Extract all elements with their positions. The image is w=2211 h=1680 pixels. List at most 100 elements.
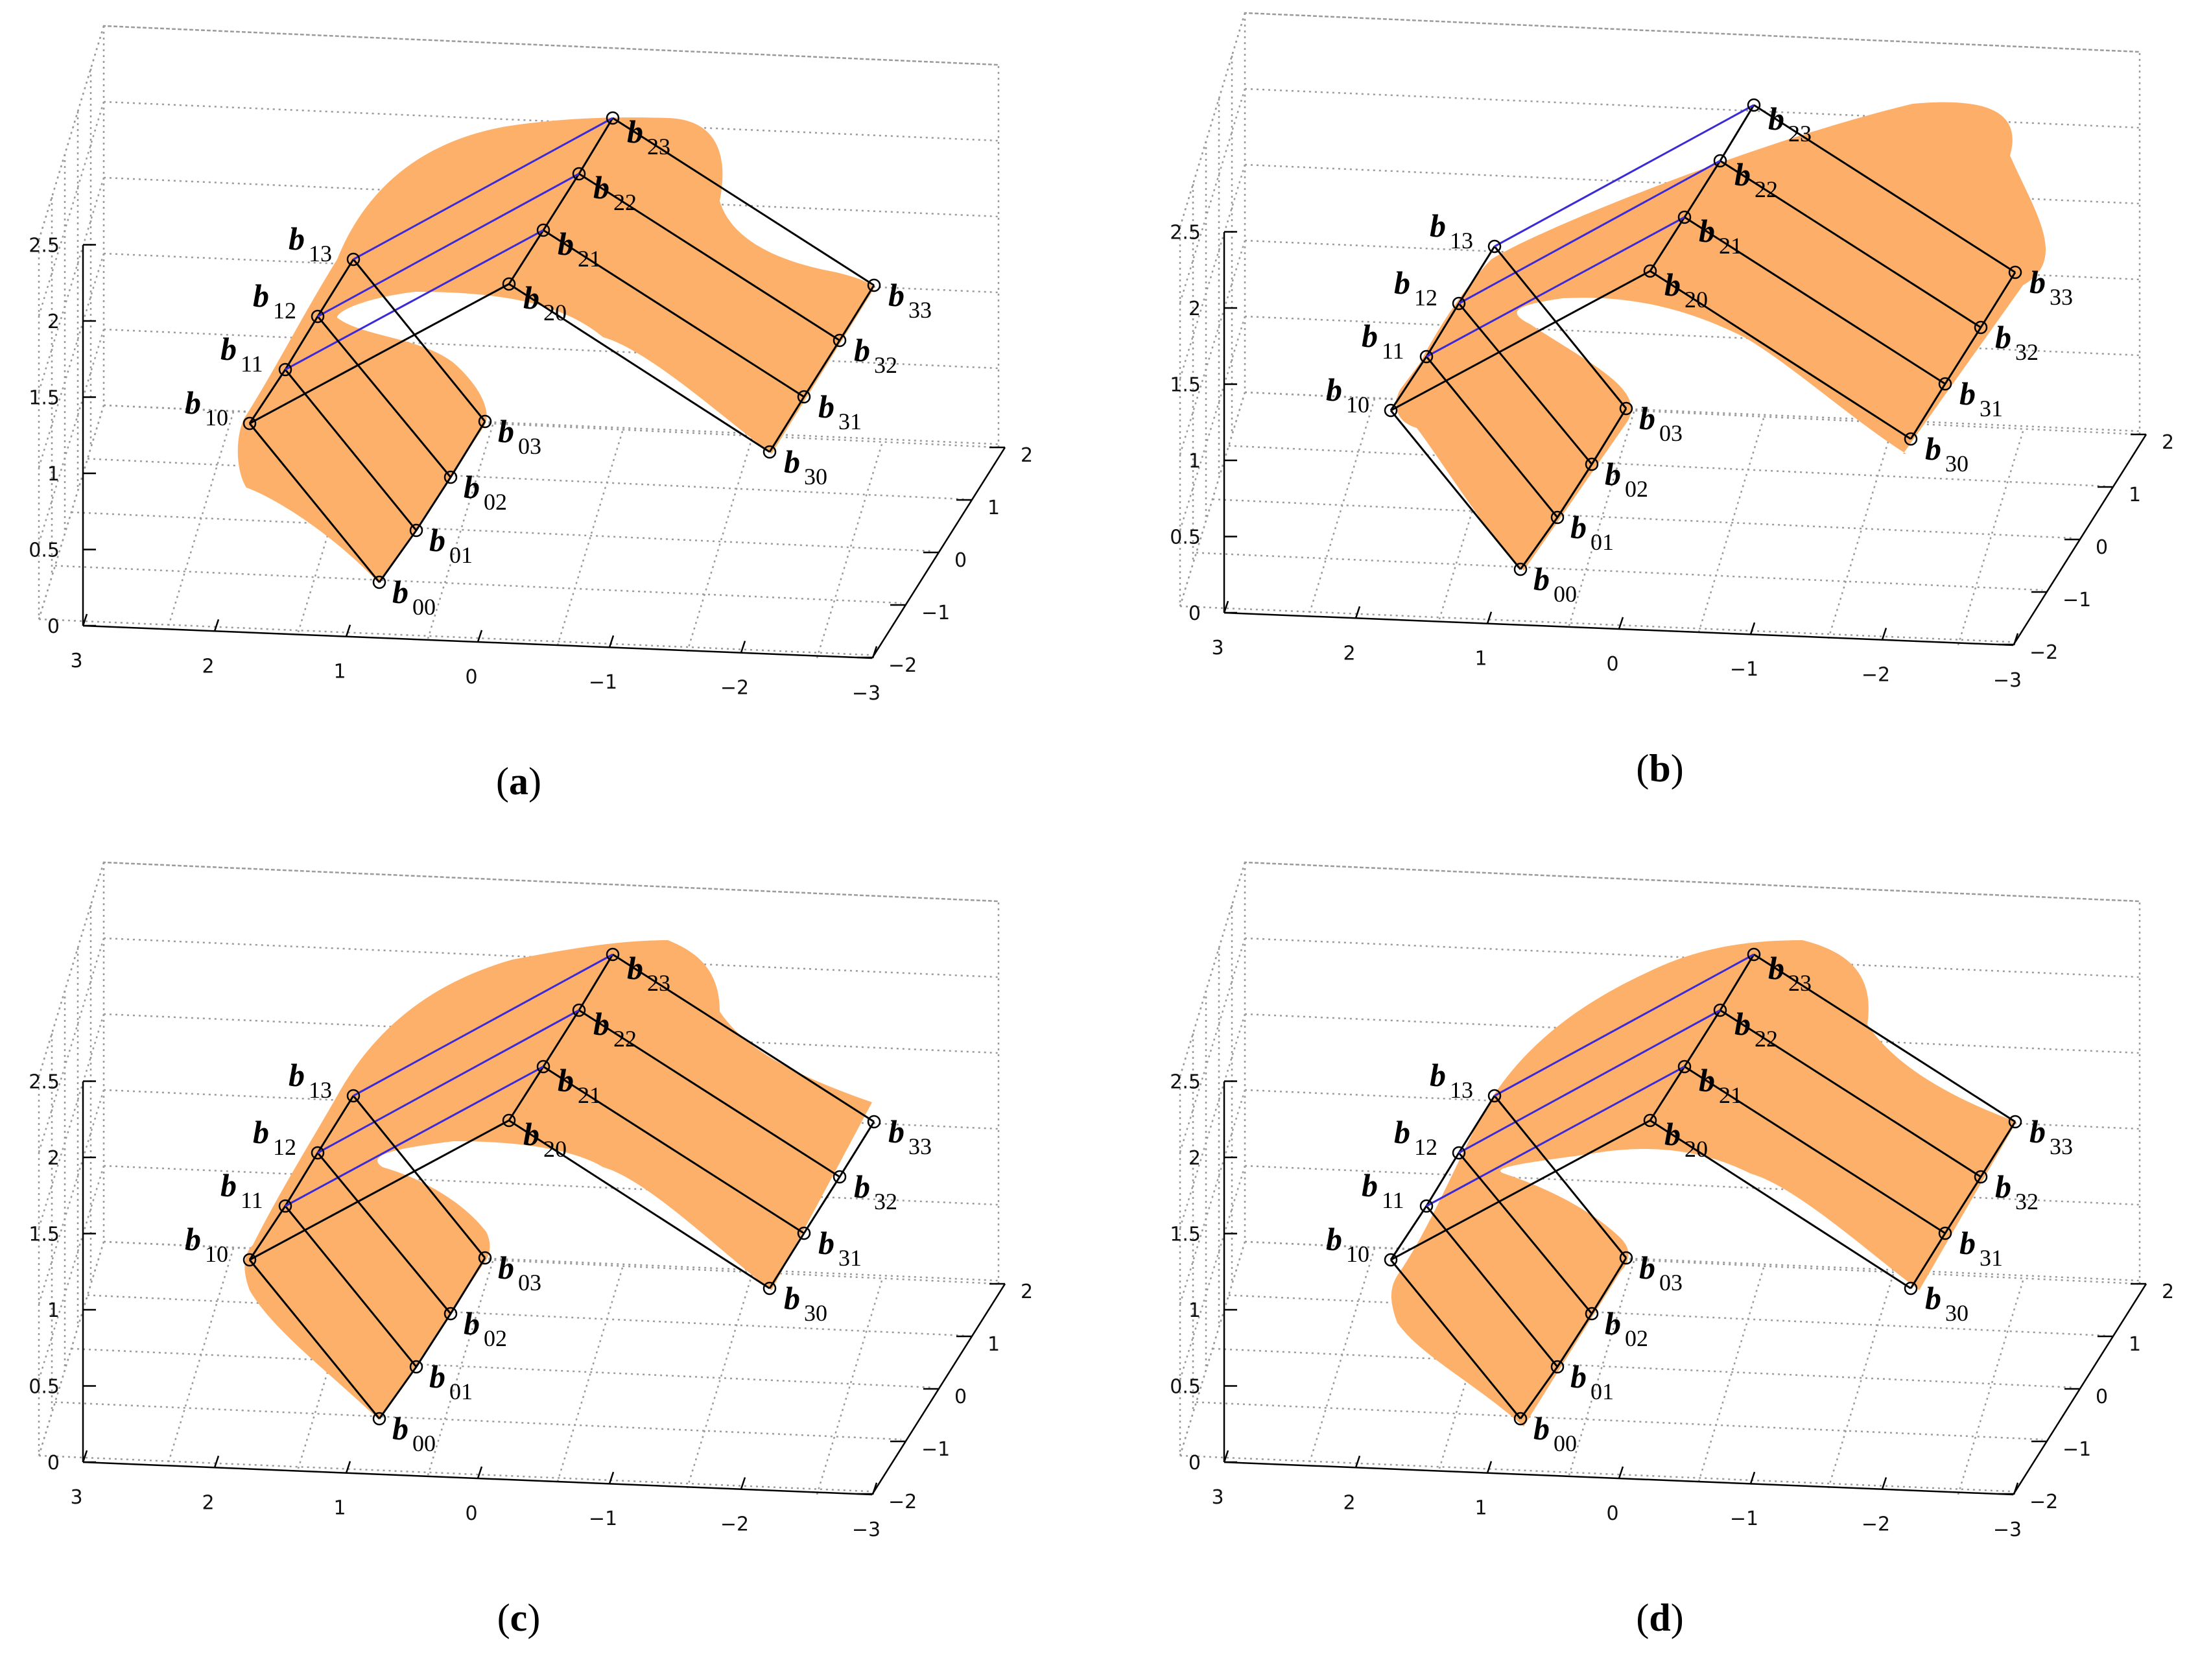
control-net-row-3 — [768, 1121, 875, 1289]
grid-line — [38, 938, 105, 1153]
grid-line — [38, 177, 105, 392]
control-net-row-2 — [1649, 954, 1755, 1121]
control-point-index: 20 — [543, 1136, 567, 1162]
control-point-index: 22 — [1755, 176, 1778, 202]
x-tick-label: −2 — [1862, 1513, 1890, 1536]
control-net-row-1 — [1389, 1095, 1496, 1260]
control-point-label: b 23 — [1768, 950, 1812, 996]
grid-line — [1228, 445, 2108, 488]
control-net-row-3 — [768, 285, 875, 453]
control-point-index: 21 — [1719, 1082, 1742, 1108]
control-point-marker — [1747, 98, 1761, 112]
control-point-index: 23 — [647, 134, 670, 160]
control-point-label: b 03 — [498, 1249, 541, 1295]
control-point-label: b 01 — [429, 522, 473, 568]
control-point-letter: b — [1959, 375, 1976, 412]
control-point-marker — [1513, 1412, 1528, 1426]
x-tick-mark — [477, 630, 483, 643]
control-net-col-1-seg2 — [1426, 216, 1685, 358]
control-point-label: b 23 — [1768, 101, 1812, 147]
control-point-marker — [1643, 1113, 1657, 1128]
x-tick-mark — [1486, 611, 1493, 624]
z-tick-label: 1 — [1188, 450, 1201, 473]
control-point-label: b 00 — [392, 574, 436, 620]
grid-lines — [1179, 861, 2141, 1495]
grid-line — [38, 1165, 105, 1380]
grid-line — [686, 1273, 753, 1489]
grid-line — [38, 101, 105, 316]
control-point-label: b 20 — [523, 1116, 567, 1162]
control-point-letter: b — [593, 1006, 609, 1042]
control-point-index: 23 — [1788, 121, 1812, 147]
x-tick-label: 2 — [202, 1491, 214, 1514]
grid-line — [87, 458, 967, 501]
control-point-marker — [1419, 349, 1434, 364]
control-point-letter: b — [627, 113, 643, 150]
grid-line — [38, 25, 105, 241]
z-tick-label: 0 — [1188, 1452, 1201, 1474]
control-point-marker — [763, 1281, 777, 1295]
caption-paren-open: ( — [1636, 1596, 1649, 1639]
control-point-letter: b — [498, 413, 514, 449]
control-net-col-0-seg1 — [248, 1259, 381, 1419]
caption-paren-close: ) — [528, 760, 541, 803]
control-net-col-2-seg2 — [317, 1009, 580, 1154]
control-point-letter: b — [2029, 264, 2046, 300]
z-tick-label: 1.5 — [1170, 374, 1201, 397]
control-point-index: 02 — [1625, 476, 1648, 502]
control-point-index: 03 — [518, 1270, 541, 1295]
control-point-letter: b — [818, 1225, 834, 1261]
control-net-row-1 — [248, 259, 355, 424]
x-tick-label: 3 — [70, 650, 82, 672]
x-tick-mark — [608, 1471, 615, 1484]
control-point-marker — [478, 1251, 492, 1265]
control-point-index: 23 — [647, 970, 670, 996]
x-tick-mark — [345, 1461, 351, 1473]
control-point-index: 02 — [1625, 1325, 1648, 1351]
grid-line — [1179, 12, 1246, 228]
x-tick-label: −3 — [852, 682, 881, 705]
grid-line — [71, 511, 934, 552]
x-tick-label: 2 — [1343, 642, 1355, 665]
control-net-col-1-seg1 — [284, 1205, 418, 1367]
x-tick-label: −1 — [1730, 1508, 1758, 1530]
control-net-row-0 — [378, 1257, 486, 1419]
control-point-marker — [606, 947, 620, 962]
control-net-col-0-seg3 — [1649, 1119, 1911, 1290]
control-point-letter: b — [1362, 318, 1378, 354]
x-tick-mark — [1618, 1466, 1624, 1479]
grid-line — [103, 1240, 999, 1285]
control-point-label: b 12 — [253, 1114, 296, 1160]
x-tick-mark — [1223, 1450, 1229, 1463]
caption-paren-close: ) — [1671, 1596, 1684, 1639]
control-point-marker — [1585, 457, 1599, 471]
x-axis-line — [82, 1461, 873, 1496]
control-point-label: b 31 — [1959, 1225, 2003, 1271]
control-net-col-1-seg1 — [1425, 356, 1559, 518]
control-point-index: 20 — [1685, 287, 1708, 313]
z-tick-label: 0.5 — [29, 1376, 60, 1399]
control-point-letter: b — [1699, 1062, 1715, 1098]
y-tick-label: 1 — [2129, 1333, 2141, 1356]
x-axis-line — [82, 624, 873, 659]
control-point-marker — [1747, 947, 1761, 962]
x-tick-label: 0 — [1606, 1502, 1618, 1525]
axes — [82, 244, 1006, 659]
control-point-letter: b — [523, 1116, 539, 1152]
control-point-marker — [372, 1412, 386, 1426]
x-tick-label: 1 — [1474, 1497, 1487, 1520]
control-point-marker — [833, 1170, 847, 1184]
control-point-label: b 02 — [1605, 1305, 1648, 1351]
bezier-surface — [237, 117, 874, 584]
control-point-marker — [1713, 154, 1727, 168]
x-tick-label: 2 — [202, 655, 214, 678]
x-tick-label: −2 — [720, 677, 749, 700]
panel-caption: (c) — [497, 1596, 541, 1639]
control-point-index: 21 — [578, 1082, 601, 1108]
control-point-label: b 32 — [1995, 319, 2039, 365]
control-net-col-1-seg3 — [543, 1065, 805, 1235]
control-net — [248, 953, 875, 1419]
x-tick-label: −3 — [1993, 1519, 2022, 1541]
grid-line — [54, 1401, 902, 1441]
z-tick-label: 2 — [47, 311, 60, 333]
